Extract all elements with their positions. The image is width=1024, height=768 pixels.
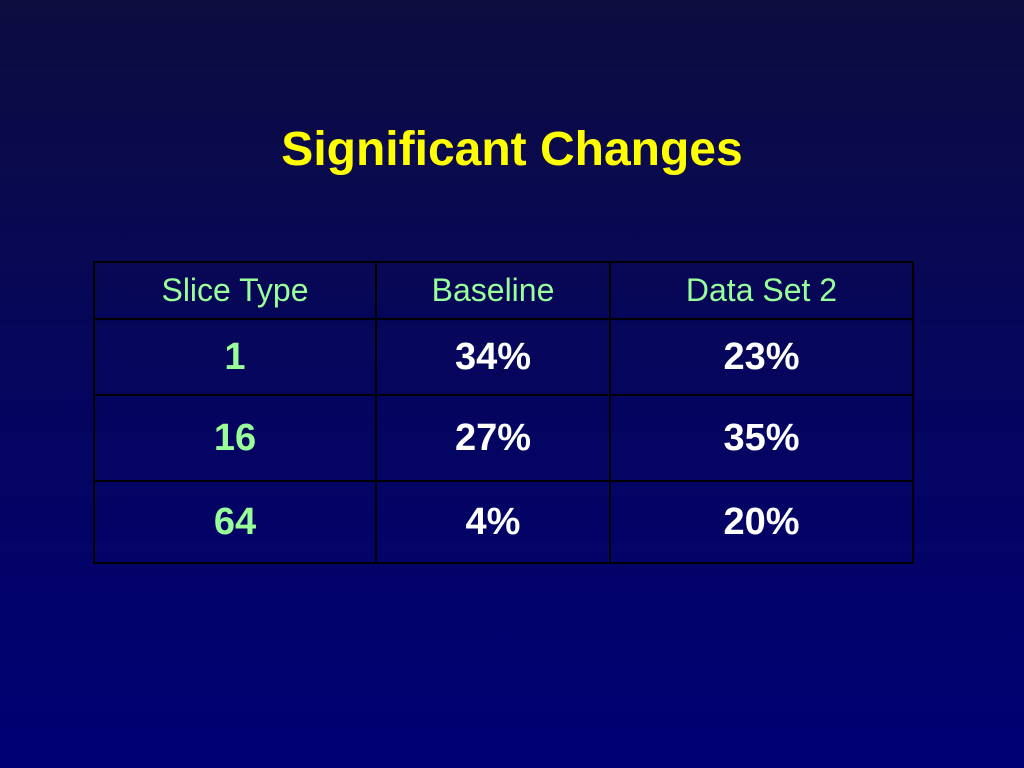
header-row: Slice Type Baseline Data Set 2 <box>93 261 914 320</box>
cell: 20% <box>609 480 914 564</box>
column-header: Slice Type <box>93 261 377 320</box>
table-row: 16 27% 35% <box>93 394 914 482</box>
slide-title: Significant Changes <box>281 123 743 176</box>
column-header: Data Set 2 <box>609 261 914 320</box>
column-header: Baseline <box>375 261 611 320</box>
cell: 34% <box>375 318 611 396</box>
cell: 23% <box>609 318 914 396</box>
table-row: 64 4% 20% <box>93 480 914 564</box>
cell: 4% <box>375 480 611 564</box>
cell: 35% <box>609 394 914 482</box>
data-table: Slice Type Baseline Data Set 2 1 34% 23%… <box>93 261 914 564</box>
cell: 27% <box>375 394 611 482</box>
table-row: 1 34% 23% <box>93 318 914 396</box>
cell: 1 <box>93 318 377 396</box>
cell: 16 <box>93 394 377 482</box>
cell: 64 <box>93 480 377 564</box>
